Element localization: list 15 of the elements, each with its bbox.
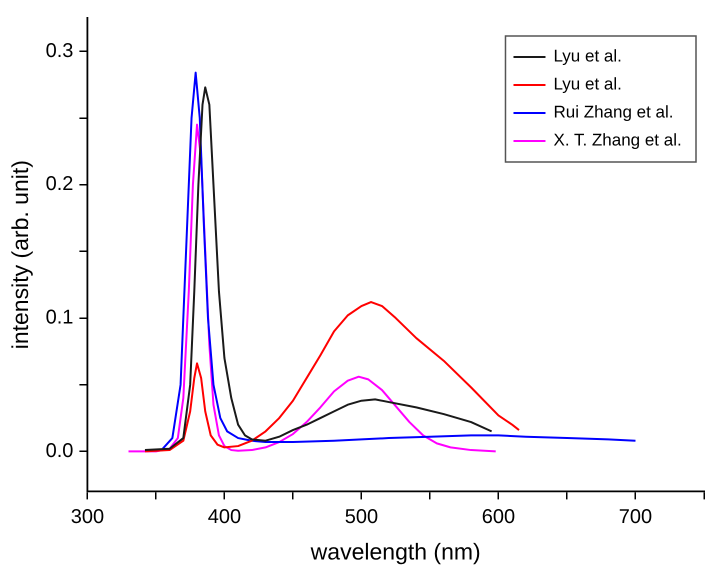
y-axis-title: intensity (arb. unit) [7,160,34,350]
y-tick-label: 0.0 [46,440,74,462]
x-axis-title: wavelength (nm) [310,538,481,565]
legend-label: Lyu et al. [553,74,622,94]
legend-label: Lyu et al. [553,46,622,66]
legend-label: Rui Zhang et al. [553,102,674,122]
x-tick-label: 600 [482,506,516,528]
y-tick-label: 0.2 [46,173,74,196]
x-tick-label: 500 [344,506,378,528]
y-tick-label: 0.1 [46,306,74,329]
y-tick-label: 0.3 [46,40,74,62]
x-tick-label: 300 [70,506,104,528]
x-tick-label: 700 [618,506,652,528]
x-tick-label: 400 [208,506,242,528]
legend-label: X. T. Zhang et al. [553,130,682,150]
